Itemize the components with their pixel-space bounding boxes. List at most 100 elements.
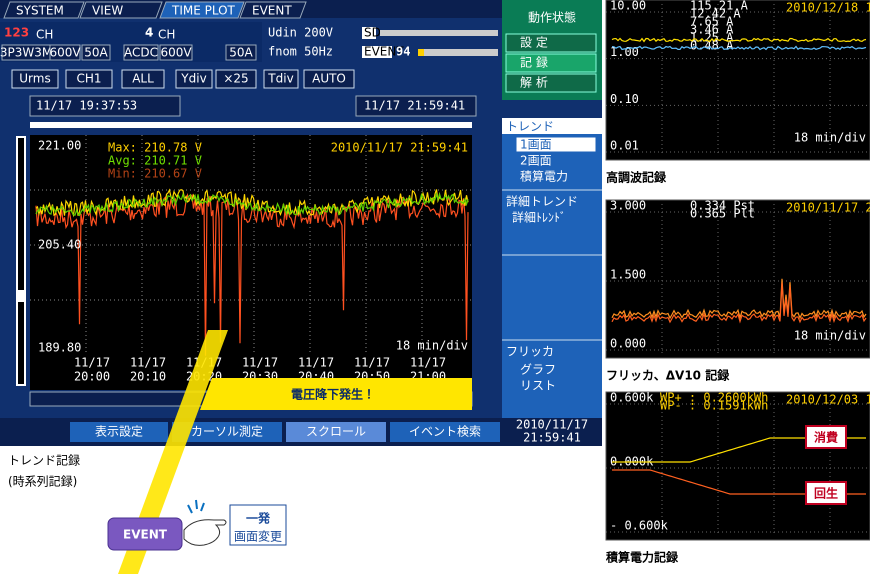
y-tick-label: 0.000 xyxy=(610,337,646,351)
header-value: 50A xyxy=(229,46,253,60)
y-tick-label: 0.10 xyxy=(610,92,639,106)
plot-timestamp: 2010/11/17 21:59:41 xyxy=(331,141,468,155)
menu-item: 積算電力 xyxy=(520,169,568,184)
control-label: Urms xyxy=(19,72,50,86)
x-tick-time: 20:00 xyxy=(74,370,110,384)
control-label: Tdiv xyxy=(267,72,293,86)
channel-label: 123 xyxy=(4,26,29,40)
callout-text: 電圧降下発生！ xyxy=(291,387,375,402)
status-items: 設 定記 録解 析 xyxy=(506,34,596,92)
channel-label: 4 xyxy=(145,26,153,40)
channel-suffix: CH xyxy=(36,28,53,42)
header-value: ACDC xyxy=(124,46,158,60)
tdiv-label: 18 min/div xyxy=(396,339,468,353)
x-tick-date: 11/17 xyxy=(298,356,334,370)
scroll-track xyxy=(30,122,472,128)
header-value: 600V xyxy=(49,46,81,60)
event-bar xyxy=(424,49,498,56)
x-tick-date: 11/17 xyxy=(410,356,446,370)
tab-label: EVENT xyxy=(252,4,292,18)
y-tick-label: 10.00 xyxy=(610,0,646,13)
menu-title: 詳細トレンド xyxy=(506,194,578,209)
tdiv-label: 18 min/div xyxy=(794,131,866,145)
thumb-timestamp: 2010/12/18 11:59 xyxy=(786,1,870,15)
reading: WP- : 0.1591kWh xyxy=(660,399,768,413)
min-reading: Min: 210.67 V xyxy=(108,167,202,181)
hand-icon xyxy=(184,520,226,546)
end-time: 11/17 21:59:41 xyxy=(364,99,465,113)
thumb-caption: 積算電力記録 xyxy=(605,550,679,565)
tdiv-label: 18 min/div xyxy=(794,329,866,343)
y-tick-label: 3.000 xyxy=(610,199,646,213)
control-label: CH1 xyxy=(76,72,101,86)
tab-label: SYSTEM xyxy=(16,4,64,18)
y-tick-label: 0.01 xyxy=(610,139,639,153)
press-lines xyxy=(188,500,204,513)
menu-item: リスト xyxy=(520,379,556,393)
x-tick-date: 11/17 xyxy=(242,356,278,370)
header-value: 3P3W3M xyxy=(0,46,52,60)
menu-title: フリッカ xyxy=(506,345,554,359)
y-tick-label: 205.40 xyxy=(38,238,81,252)
event-button-label: EVENT xyxy=(123,528,168,542)
caption-sub: (時系列記録) xyxy=(8,475,77,489)
page: { "tabs": ["SYSTEM", "VIEW", "TIME PLOT"… xyxy=(0,0,870,574)
status-label: 設 定 xyxy=(520,36,548,50)
x-tick-date: 11/17 xyxy=(130,356,166,370)
menu-item: グラフ xyxy=(520,363,556,377)
fnom: fnom 50Hz xyxy=(268,45,333,59)
y-tick-label: - 0.600k xyxy=(610,519,669,533)
scroll-inner xyxy=(18,138,24,384)
y-tick-label: 189.80 xyxy=(38,341,81,355)
button-label: イベント検索 xyxy=(409,425,481,439)
y-tick-label: 0.600k xyxy=(610,391,654,405)
menu-title: トレンド xyxy=(506,120,554,134)
max-reading: Max: 210.78 V xyxy=(108,141,202,155)
control-label: ×25 xyxy=(223,72,248,86)
control-label: AUTO xyxy=(312,72,346,86)
event-bar-fill xyxy=(418,49,424,56)
reading: 0.365 Plt xyxy=(690,207,755,221)
button-label: カーソル測定 xyxy=(191,425,263,439)
caption-title: トレンド記録 xyxy=(8,454,80,468)
event-tag-title: 一発 xyxy=(246,511,271,526)
tab-label: VIEW xyxy=(92,4,123,18)
header-value: 50A xyxy=(84,46,108,60)
button-label: スクロール xyxy=(306,425,366,439)
x-tick-date: 11/17 xyxy=(74,356,110,370)
event-count: 94 xyxy=(396,45,410,59)
thumb-timestamp: 2010/12/03 1 xyxy=(786,393,870,407)
scroll-thumb xyxy=(17,290,25,302)
udin: Udin 200V xyxy=(268,26,333,40)
x-tick-time: 20:10 xyxy=(130,370,166,384)
status-title: 動作状態 xyxy=(528,11,576,25)
start-time: 11/17 19:37:53 xyxy=(36,99,137,113)
button-label: 表示設定 xyxy=(95,425,143,439)
status-label: 記 録 xyxy=(520,56,548,70)
thumb-caption: フリッカ、ΔV10 記録 xyxy=(606,368,730,383)
screenshot: SYSTEMVIEWTIME PLOTEVENT 123 CH 4 CH 3P3… xyxy=(0,0,870,574)
label-text: 消費 xyxy=(814,430,838,445)
avg-reading: Avg: 210.71 V xyxy=(108,154,202,168)
thumb-timestamp: 2010/11/17 21:59:4 xyxy=(786,201,870,215)
menu-item: 1画面 xyxy=(520,138,552,152)
event-tag-sub: 画面変更 xyxy=(234,529,282,544)
thumb-caption: 高調波記録 xyxy=(606,170,667,185)
control-label: Ydiv xyxy=(180,72,206,86)
y-tick-label: 1.500 xyxy=(610,268,646,282)
y-tick-label: 221.00 xyxy=(38,139,81,153)
channel-suffix: CH xyxy=(158,28,175,42)
clock-date: 2010/11/17 xyxy=(516,418,588,432)
menu-item: 2画面 xyxy=(520,154,552,168)
status-label: 解 析 xyxy=(520,76,548,90)
header-value: 600V xyxy=(160,46,192,60)
clock-time: 21:59:41 xyxy=(523,431,581,445)
sd-bar xyxy=(380,30,498,36)
sd-label: SD xyxy=(364,26,381,40)
x-tick-date: 11/17 xyxy=(354,356,390,370)
label-text: 回生 xyxy=(814,486,838,501)
control-label: ALL xyxy=(132,72,154,86)
menu-item: 詳細ﾄﾚﾝﾄﾞ xyxy=(512,210,566,225)
